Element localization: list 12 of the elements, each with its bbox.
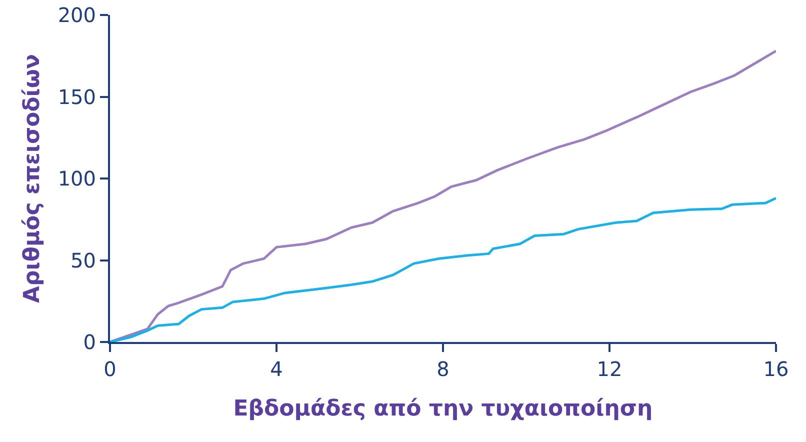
y-tick-label: 0 <box>83 330 96 354</box>
y-axis-title: Αριθμός επεισοδίων <box>20 54 46 303</box>
x-tick-label: 12 <box>596 357 622 381</box>
x-tick-label: 8 <box>436 357 450 381</box>
x-tick-label: 4 <box>270 357 283 381</box>
y-tick-label: 150 <box>58 84 96 109</box>
y-tick-label: 200 <box>58 3 96 27</box>
x-axis-title: Εβδομάδες από την τυχαιοποίηση <box>233 396 653 422</box>
y-tick-label: 50 <box>70 248 96 272</box>
x-tick-label: 16 <box>763 357 789 381</box>
x-tick-label: 0 <box>104 357 116 381</box>
y-tick-label: 100 <box>58 166 96 190</box>
